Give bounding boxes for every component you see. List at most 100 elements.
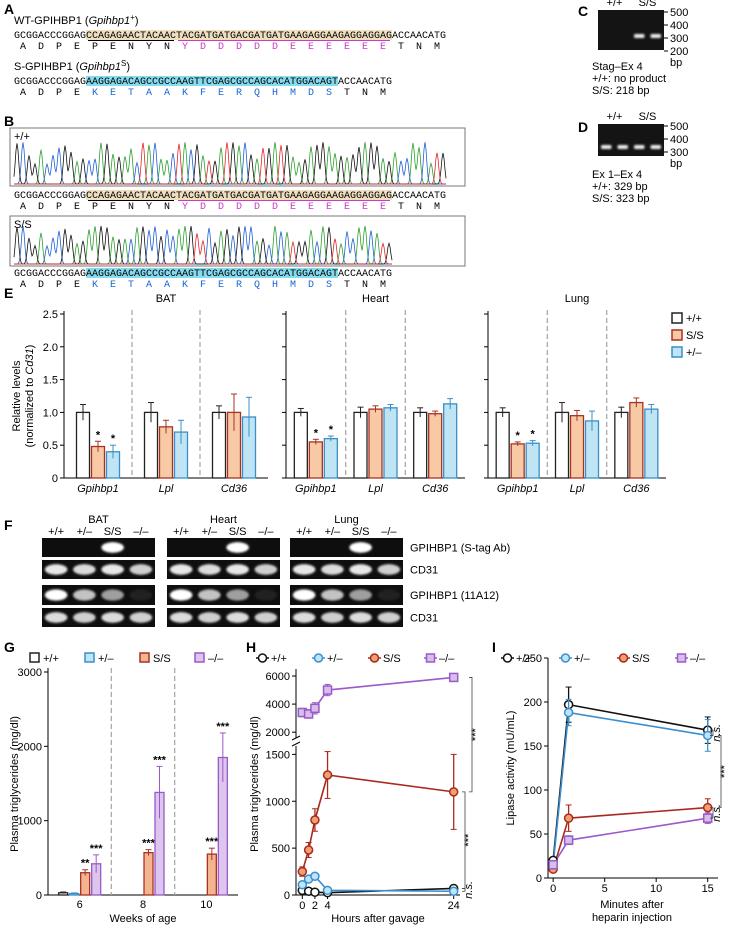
significance: * — [314, 427, 319, 439]
y-tick-label: 0 — [52, 473, 58, 485]
legend-swatch — [139, 652, 150, 663]
significance-bracket — [710, 807, 714, 819]
data-point — [563, 707, 574, 718]
data-point — [310, 815, 320, 825]
x-tick-label: Cd36 — [623, 483, 650, 495]
x-tick-label: Gpihbp1 — [497, 483, 539, 495]
dna-sequence: GCGGACCCGGAG — [14, 269, 86, 280]
significance: ** — [81, 858, 90, 870]
seq-highlight — [86, 76, 338, 86]
blot-band — [226, 542, 249, 553]
y-tick-label: 4000 — [266, 699, 290, 711]
gel-band — [650, 34, 661, 38]
amino-acids: YDDDDDEEEEEE — [182, 202, 398, 213]
bar — [143, 851, 154, 896]
legend-swatch — [194, 652, 205, 663]
lane-label: +/+ — [296, 526, 312, 538]
gel-band — [634, 145, 645, 149]
sequence-label-part: + — [130, 13, 135, 22]
data-point — [448, 672, 459, 683]
legend-label: –/– — [208, 653, 224, 665]
x-tick-label: 4 — [324, 900, 330, 912]
blot-band — [169, 589, 193, 601]
significance: *** — [216, 721, 230, 733]
x-tick-label: 0 — [299, 900, 305, 912]
y-tick-label: 1.0 — [43, 407, 58, 419]
marker-label: 400 — [670, 20, 688, 32]
amino-acids: KETAAKFERQHMDS — [92, 280, 344, 291]
blot-band — [73, 612, 96, 623]
blot — [167, 608, 280, 627]
blot-band — [44, 612, 68, 623]
gel-band — [650, 145, 661, 149]
blot — [167, 538, 280, 557]
x-axis-label: Hours after gavage — [331, 913, 425, 925]
sequence-label-part: S — [121, 59, 126, 68]
amino-acids: TNM — [344, 280, 398, 291]
legend-marker — [425, 653, 436, 663]
data-point — [548, 860, 558, 870]
x-tick-label: Cd36 — [221, 483, 248, 495]
blot-band — [129, 564, 153, 575]
data-point — [448, 886, 459, 896]
series-line — [552, 711, 708, 865]
data-point — [303, 845, 314, 855]
blot-band — [198, 612, 221, 623]
x-tick-label: 5 — [602, 883, 608, 895]
blot-band — [129, 589, 153, 601]
dna-sequence: ACCAACATG — [392, 31, 446, 42]
x-tick-label: 24 — [448, 900, 460, 912]
blot-band — [169, 564, 193, 575]
data-point — [322, 885, 333, 896]
blot-band — [349, 612, 372, 623]
blot-band — [101, 564, 124, 575]
lane-label: S/S — [352, 526, 370, 538]
panel-label: H — [246, 639, 256, 655]
data-point — [563, 813, 574, 823]
blot-label: CD31 — [410, 565, 438, 577]
marker-label: 300 — [670, 33, 688, 45]
significance-bracket — [710, 729, 714, 736]
x-tick-label: 8 — [140, 899, 146, 911]
data-point — [448, 787, 459, 797]
x-tick-label: Lpl — [368, 483, 383, 495]
significance-bracket — [718, 735, 722, 808]
significance: * — [516, 430, 521, 442]
blot-band — [292, 564, 316, 575]
significance: * — [96, 429, 101, 441]
data-point — [310, 871, 320, 881]
significance-bracket — [462, 888, 466, 892]
legend-label: S/S — [632, 653, 650, 665]
x-tick-label: Lpl — [159, 483, 174, 495]
dna-sequence: GCGGACCCGGAG — [14, 31, 86, 42]
blot-band — [349, 589, 372, 601]
y-axis-label: Relative levels — [11, 360, 23, 431]
blot — [290, 560, 403, 579]
lane-label: +/– — [77, 526, 93, 538]
blot-band — [377, 612, 401, 623]
lane-label: S/S — [639, 111, 657, 123]
data-point — [310, 703, 320, 714]
genotype-label: S/S — [14, 219, 32, 231]
amino-acids: ADPE — [20, 280, 92, 291]
gel-caption: S/S: 323 bp — [592, 193, 650, 205]
legend-swatch — [671, 346, 683, 358]
legend-marker — [369, 653, 380, 663]
chromatogram-trace — [13, 225, 393, 265]
marker-unit: bp — [670, 57, 682, 69]
blot-band — [377, 564, 401, 575]
blot-band — [254, 612, 278, 623]
blot — [290, 585, 403, 605]
dna-sequence: TACGATGATGACGATGATGAAGAGGAAGAGGAGGAG — [176, 31, 392, 42]
y-tick-label: 500 — [272, 843, 290, 855]
significance: n.s. — [711, 724, 723, 742]
x-tick-label: 6 — [77, 899, 83, 911]
y-tick-label: 250 — [524, 653, 542, 665]
blot-band — [198, 564, 221, 575]
blot-band — [73, 564, 96, 575]
blot-band — [101, 589, 124, 601]
y-axis-label: Lipase activity (mU/mL) — [505, 711, 517, 826]
blot-band — [73, 589, 96, 601]
bar — [614, 411, 629, 479]
legend-label: S/S — [383, 653, 401, 665]
